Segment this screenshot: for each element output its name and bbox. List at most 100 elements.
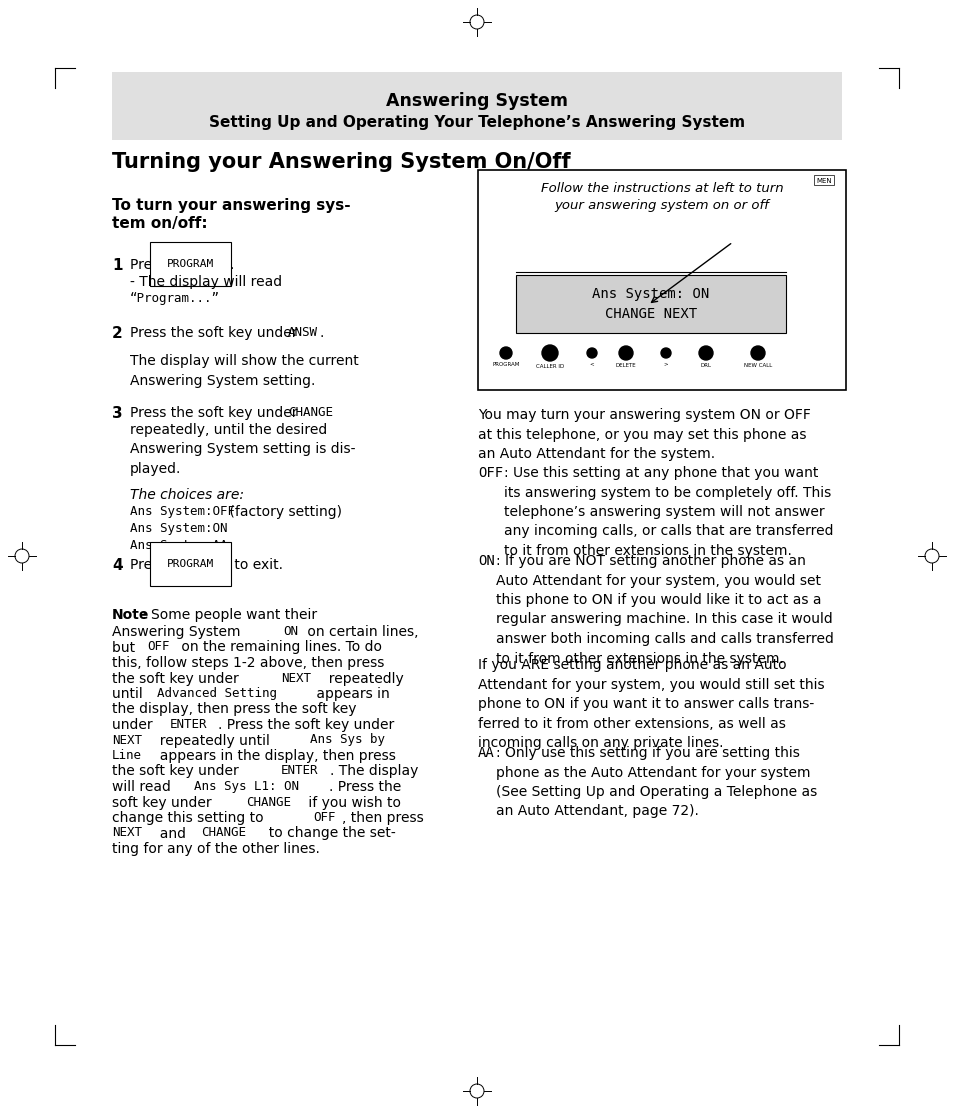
Text: Press the soft key under: Press the soft key under (130, 406, 301, 420)
Text: soft key under: soft key under (112, 796, 215, 809)
Text: 3: 3 (112, 406, 123, 421)
Circle shape (660, 348, 670, 358)
Text: 4: 4 (112, 558, 123, 573)
Text: repeatedly until: repeatedly until (151, 733, 274, 748)
Text: >: > (663, 361, 668, 366)
Text: PROGRAM: PROGRAM (492, 362, 519, 367)
Text: OFF: OFF (313, 811, 335, 824)
Text: the display, then press the soft key: the display, then press the soft key (112, 702, 356, 717)
Text: Turning your Answering System On/Off: Turning your Answering System On/Off (112, 152, 570, 173)
Text: NEXT: NEXT (112, 827, 142, 839)
Text: appears in the display, then press: appears in the display, then press (151, 749, 395, 764)
Text: under: under (112, 718, 157, 732)
Text: . The display: . The display (329, 765, 417, 778)
Text: the soft key under: the soft key under (112, 671, 243, 686)
Text: <: < (589, 361, 594, 366)
Text: Answering System: Answering System (386, 92, 567, 110)
Bar (112, 72, 841, 140)
Text: The choices are:: The choices are: (130, 487, 244, 502)
Text: and: and (151, 827, 190, 840)
Bar (516, 275, 785, 333)
Text: to exit.: to exit. (230, 558, 283, 572)
Text: Ans Sys by: Ans Sys by (310, 733, 384, 747)
Text: 1: 1 (112, 258, 122, 273)
Text: CHANGE NEXT: CHANGE NEXT (604, 307, 697, 321)
Text: .: . (319, 326, 324, 339)
Text: : Use this setting at any phone that you want
its answering system to be complet: : Use this setting at any phone that you… (503, 466, 833, 558)
Text: Setting Up and Operating Your Telephone’s Answering System: Setting Up and Operating Your Telephone’… (209, 115, 744, 130)
Bar (477, 170, 845, 390)
Text: Press the soft key under: Press the soft key under (130, 326, 301, 339)
Text: CALLER ID: CALLER ID (536, 364, 563, 370)
Text: OFF: OFF (148, 640, 170, 653)
Text: To turn your answering sys-: To turn your answering sys- (112, 198, 351, 213)
Text: - The display will read: - The display will read (130, 275, 282, 289)
Text: Press: Press (130, 258, 171, 272)
Text: tem on/off:: tem on/off: (112, 216, 208, 232)
Text: repeatedly: repeatedly (319, 671, 403, 686)
Text: PROGRAM: PROGRAM (167, 259, 214, 269)
Text: “Program...”: “Program...” (130, 292, 220, 305)
Circle shape (499, 347, 512, 359)
Text: Ans System:ON: Ans System:ON (130, 522, 227, 535)
Text: to change the set-: to change the set- (259, 827, 395, 840)
Text: ting for any of the other lines.: ting for any of the other lines. (112, 843, 319, 856)
Text: Ans Sys L1: ON: Ans Sys L1: ON (193, 780, 298, 792)
Text: OFF: OFF (477, 466, 502, 480)
Circle shape (699, 346, 712, 359)
Text: this, follow steps 1-2 above, then press: this, follow steps 1-2 above, then press (112, 656, 384, 670)
Text: on certain lines,: on certain lines, (302, 626, 417, 639)
Text: CHANGE: CHANGE (201, 827, 246, 839)
Text: CHANGE: CHANGE (288, 406, 333, 418)
Text: , then press: , then press (342, 811, 424, 825)
Text: The display will show the current
Answering System setting.: The display will show the current Answer… (130, 354, 358, 387)
Text: If you ARE setting another phone as an Auto
Attendant for your system, you would: If you ARE setting another phone as an A… (477, 658, 823, 750)
Circle shape (541, 345, 558, 361)
Text: .: . (230, 258, 234, 272)
Text: : Some people want their: : Some people want their (142, 608, 316, 622)
Text: PROGRAM: PROGRAM (167, 559, 214, 569)
Text: AA: AA (477, 746, 495, 760)
Text: if you wish to: if you wish to (304, 796, 401, 809)
Text: Follow the instructions at left to turn
your answering system on or off: Follow the instructions at left to turn … (540, 183, 782, 211)
Text: ENTER: ENTER (281, 765, 318, 778)
Text: Line: Line (112, 749, 142, 762)
Text: NEXT: NEXT (112, 733, 142, 747)
Circle shape (750, 346, 764, 359)
Text: ON: ON (477, 554, 495, 568)
Text: Note: Note (112, 608, 150, 622)
Text: : Only use this setting if you are setting this
phone as the Auto Attendant for : : Only use this setting if you are setti… (496, 746, 817, 818)
Text: Ans System:AA: Ans System:AA (130, 539, 227, 552)
Text: Answering System: Answering System (112, 626, 245, 639)
Text: DELETE: DELETE (615, 363, 636, 368)
Text: MEN: MEN (816, 178, 831, 184)
Bar (813, 175, 833, 185)
Circle shape (586, 348, 597, 358)
Text: NEW CALL: NEW CALL (743, 363, 771, 368)
Text: NEXT: NEXT (281, 671, 311, 684)
Text: : If you are NOT setting another phone as an
Auto Attendant for your system, you: : If you are NOT setting another phone a… (496, 554, 833, 666)
Text: the soft key under: the soft key under (112, 765, 243, 778)
Circle shape (618, 346, 633, 359)
Text: Ans System: ON: Ans System: ON (592, 287, 709, 301)
Text: Press: Press (130, 558, 171, 572)
Text: Advanced Setting: Advanced Setting (157, 687, 277, 700)
Text: ENTER: ENTER (170, 718, 208, 731)
Text: appears in: appears in (312, 687, 390, 701)
Text: will read: will read (112, 780, 175, 794)
Text: 2: 2 (112, 326, 123, 341)
Text: but: but (112, 640, 139, 654)
Text: . Press the soft key under: . Press the soft key under (218, 718, 395, 732)
Text: on the remaining lines. To do: on the remaining lines. To do (176, 640, 381, 654)
Text: CHANGE: CHANGE (246, 796, 291, 808)
Text: until: until (112, 687, 147, 701)
Text: . Press the: . Press the (329, 780, 401, 794)
Text: You may turn your answering system ON or OFF
at this telephone, or you may set t: You may turn your answering system ON or… (477, 408, 810, 461)
Text: Ans System:OFF: Ans System:OFF (130, 505, 234, 518)
Text: change this setting to: change this setting to (112, 811, 268, 825)
Text: repeatedly, until the desired
Answering System setting is dis-
played.: repeatedly, until the desired Answering … (130, 423, 355, 476)
Text: DRL: DRL (700, 363, 711, 368)
Text: (factory setting): (factory setting) (225, 505, 341, 519)
Text: ANSW: ANSW (288, 326, 317, 339)
Text: ON: ON (283, 626, 298, 638)
